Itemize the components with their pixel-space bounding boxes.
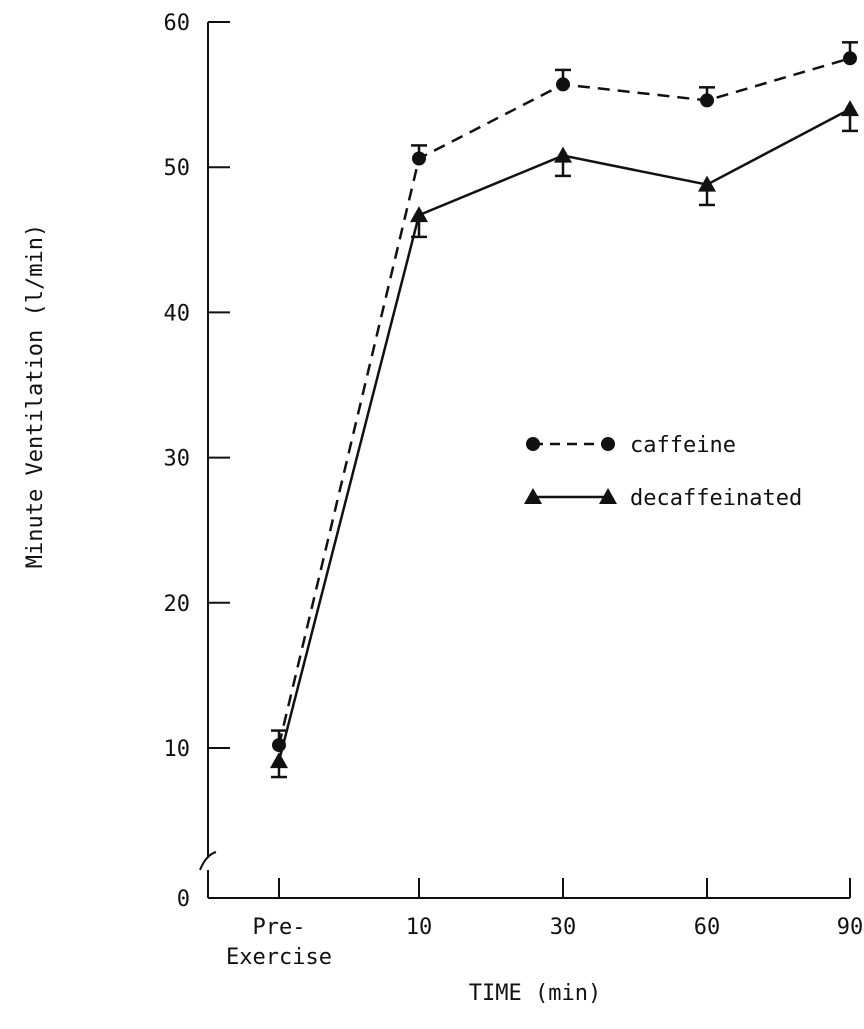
legend-label-caffeine: caffeine (630, 433, 736, 458)
x-tick-label: 30 (550, 915, 577, 940)
axes: 0 10 20 30 40 50 60 Pre- Exercise 10 30 60 90 (164, 11, 864, 970)
legend-marker-caffeine (601, 437, 615, 451)
y-axis-break-mark (199, 851, 217, 871)
legend-marker-decaffeinated (599, 488, 617, 504)
y-tick-label: 60 (164, 11, 191, 36)
y-tick-label: 50 (164, 156, 191, 181)
data-point-caffeine (412, 151, 426, 166)
legend-marker-caffeine (526, 437, 540, 451)
series-layer (270, 41, 859, 779)
y-tick-label: 40 (164, 301, 191, 326)
legend-marker-decaffeinated (524, 488, 542, 504)
legend-label-decaffeinated: decaffeinated (630, 486, 802, 511)
legend: caffeine decaffeinated (524, 433, 802, 511)
data-point-decaffeinated (554, 146, 572, 163)
x-axis-title: TIME (min) (469, 981, 601, 1006)
y-axis-title: Minute Ventilation (l/min) (23, 224, 48, 568)
series-caffeine (271, 41, 858, 753)
x-tick-label: Pre- (253, 915, 306, 940)
data-point-caffeine (700, 93, 714, 108)
x-tick-label: 60 (694, 915, 721, 940)
y-tick-label: 0 (177, 887, 190, 912)
data-point-caffeine (556, 77, 570, 92)
x-tick-label: 90 (837, 915, 864, 940)
series-decaffeinated (270, 100, 859, 779)
data-point-decaffeinated (698, 175, 716, 192)
y-tick-label: 10 (164, 737, 191, 762)
data-point-decaffeinated (841, 100, 859, 117)
y-tick-label: 30 (164, 447, 191, 472)
y-tick-label: 20 (164, 592, 191, 617)
data-point-decaffeinated (270, 752, 288, 769)
x-tick-label: Exercise (226, 945, 332, 970)
data-point-decaffeinated (410, 206, 428, 223)
series-line-decaffeinated (277, 108, 851, 762)
x-tick-label: 10 (406, 915, 433, 940)
data-point-caffeine (843, 51, 857, 66)
